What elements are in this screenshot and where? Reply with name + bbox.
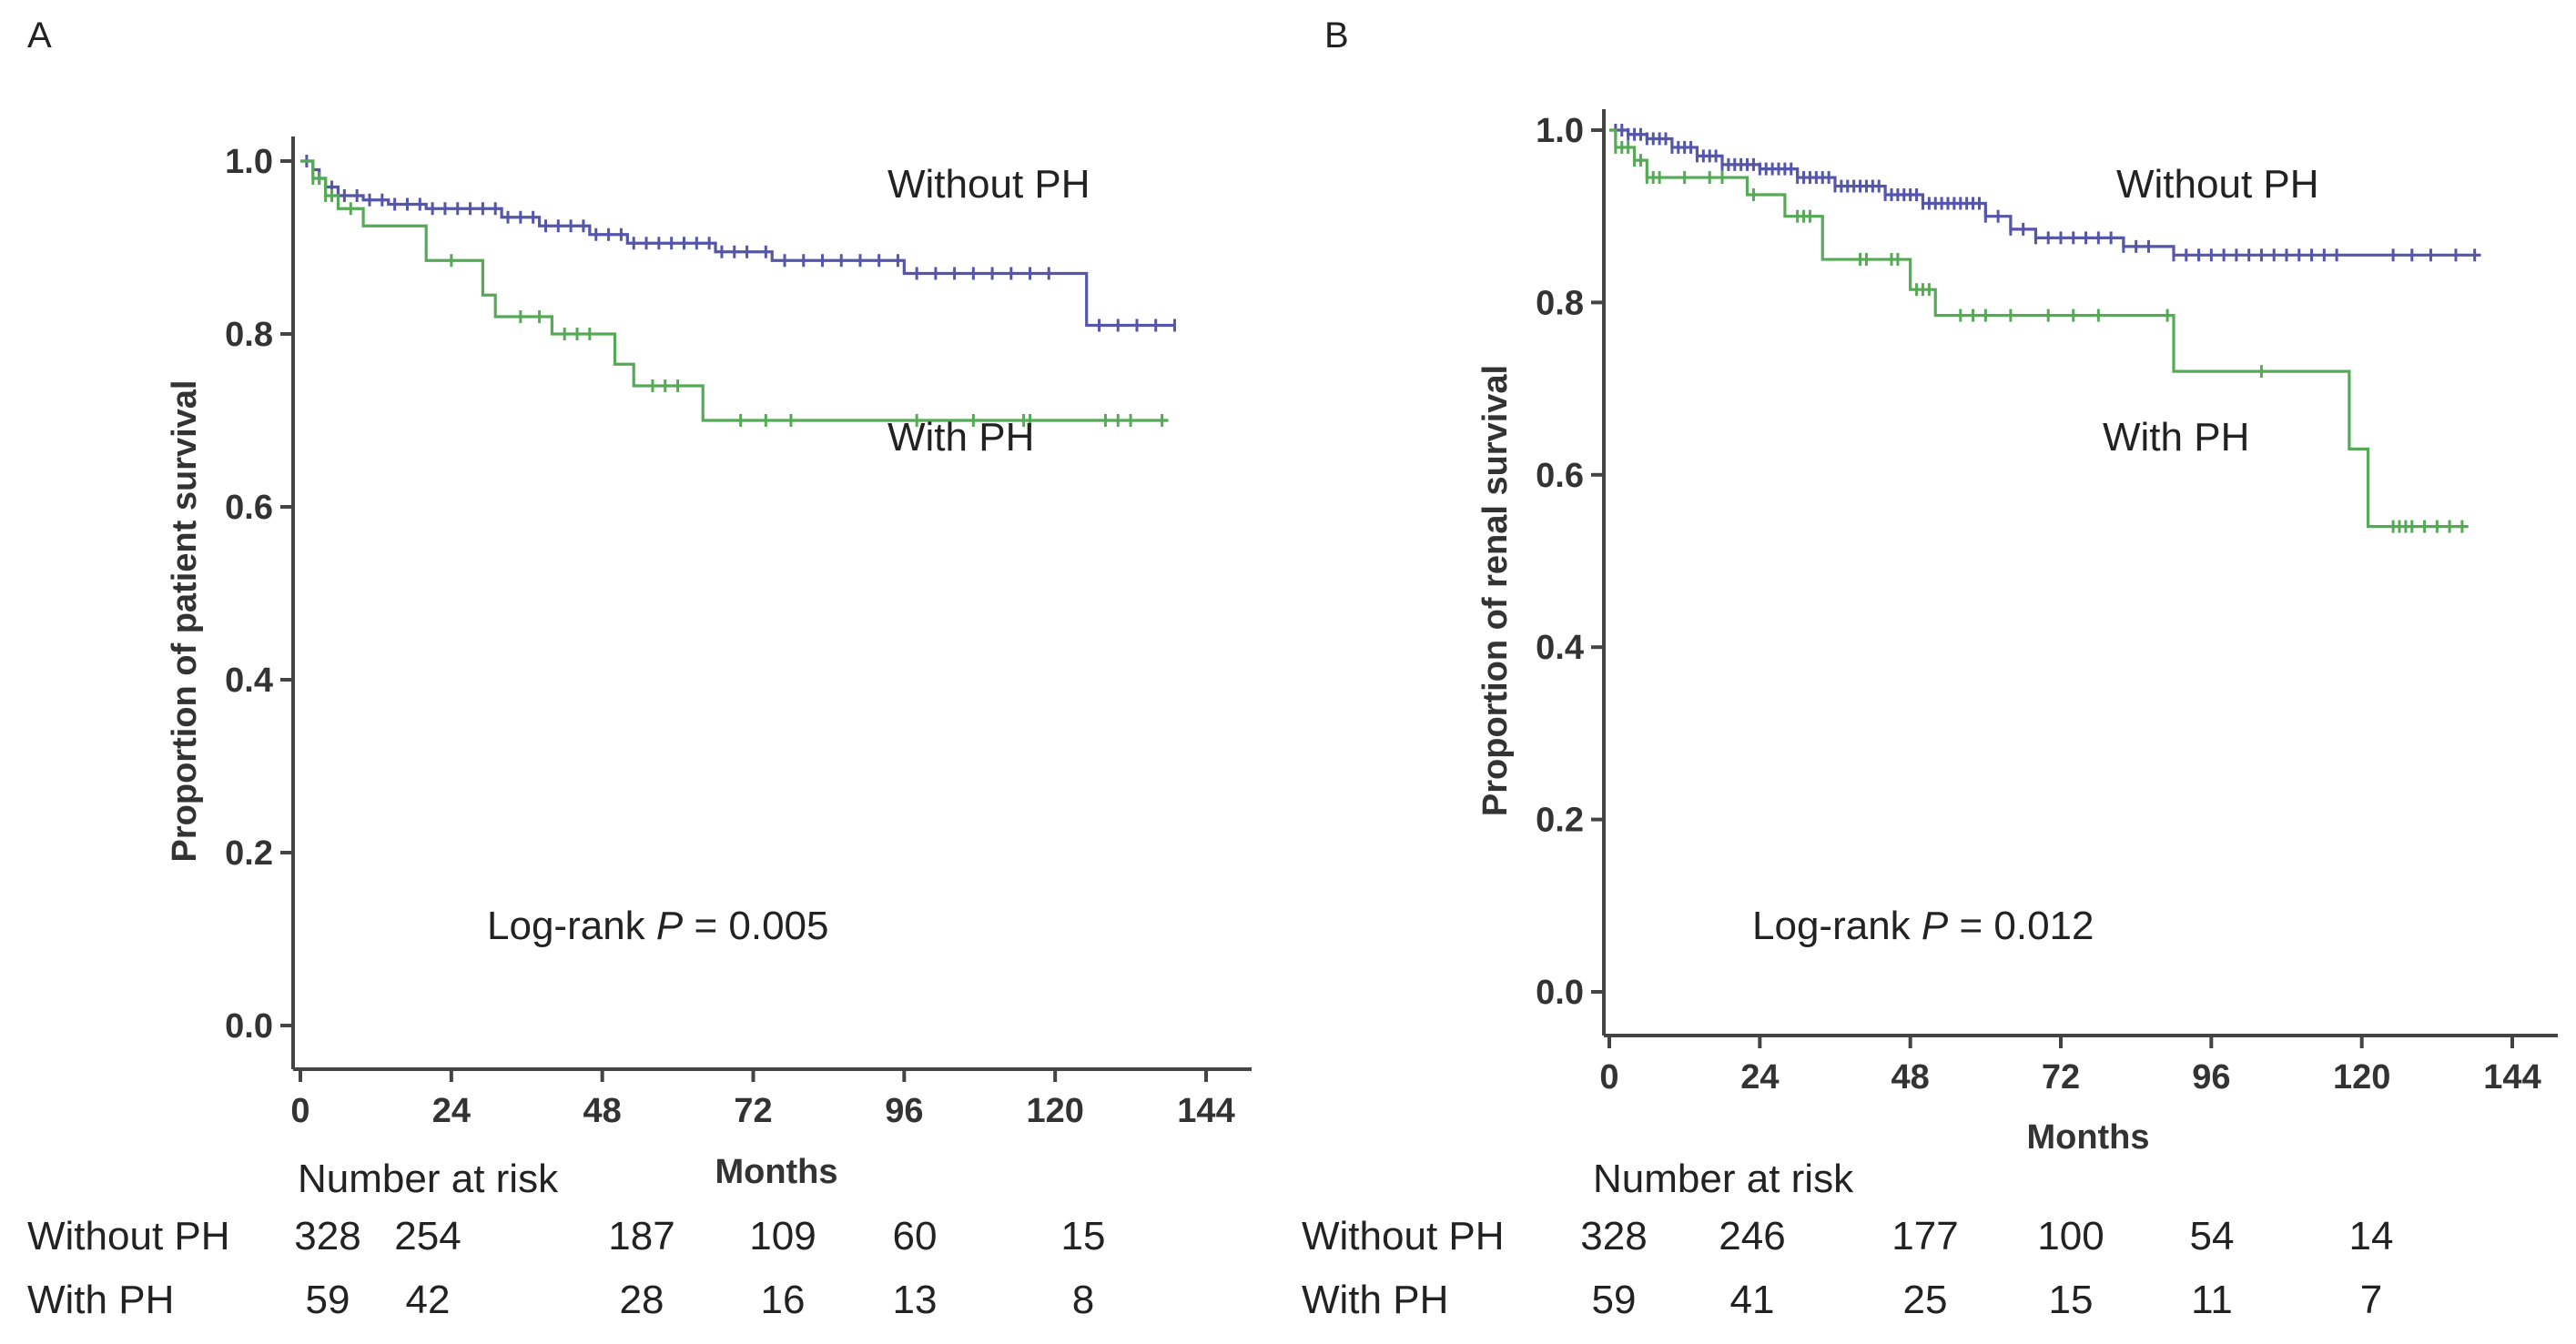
logrank-p: P	[1922, 904, 1949, 948]
risk-value: 8	[1072, 1278, 1094, 1322]
risk-value: 246	[1719, 1214, 1785, 1258]
panel-a: A 0.0 0.2 0.4 0.6 0.8 1.0 0 24 48 72 96 120 144 Months…	[27, 15, 1252, 1322]
x-tick-label: 120	[1026, 1092, 1083, 1130]
risk-value: 177	[1891, 1214, 1958, 1258]
risk-value: 14	[2349, 1214, 2394, 1258]
label-with-ph: With PH	[2103, 415, 2249, 460]
logrank-p: P	[656, 904, 684, 948]
risk-row-label: With PH	[1302, 1278, 1448, 1322]
series-with-ph	[1609, 128, 2469, 533]
risk-value: 54	[2190, 1214, 2235, 1258]
x-tick-label: 0	[290, 1092, 309, 1130]
risk-value: 16	[761, 1278, 806, 1322]
x-axis-title: Months	[2026, 1118, 2149, 1157]
logrank-value: = 0.012	[1948, 904, 2094, 948]
y-tick-label: 0.4	[225, 662, 273, 700]
risk-value: 41	[1730, 1278, 1775, 1322]
x-tick-label: 48	[583, 1092, 622, 1130]
y-axis-title: Proportion of patient survival	[166, 380, 204, 863]
logrank-value: = 0.005	[683, 904, 828, 948]
y-tick-label: 0.6	[1536, 457, 1584, 495]
risk-value: 187	[608, 1214, 674, 1258]
x-tick-label: 144	[2483, 1058, 2541, 1096]
y-axis-title: Proportion of renal survival	[1476, 365, 1515, 816]
risk-value: 59	[1592, 1278, 1637, 1322]
y-tick-label: 0.0	[225, 1007, 273, 1046]
label-without-ph: Without PH	[2116, 162, 2319, 207]
y-tick-label: 1.0	[225, 143, 273, 181]
y-tick-label: 1.0	[1536, 112, 1584, 150]
x-tick-label: 72	[2042, 1058, 2080, 1096]
y-tick-label: 0.6	[225, 489, 273, 527]
x-tick-label: 120	[2333, 1058, 2390, 1096]
risk-value: 109	[749, 1214, 816, 1258]
series-without-ph	[1609, 124, 2481, 262]
risk-value: 254	[394, 1214, 461, 1258]
risk-row-label: With PH	[27, 1278, 174, 1322]
y-tick-label: 0.0	[1536, 974, 1584, 1012]
y-tick-label: 0.4	[1536, 629, 1584, 667]
label-without-ph: Without PH	[887, 162, 1090, 207]
risk-table-title: Number at risk	[1593, 1157, 1854, 1201]
logrank-prefix: Log-rank	[487, 904, 656, 948]
risk-value: 7	[2360, 1278, 2382, 1322]
x-tick-label: 0	[1599, 1058, 1618, 1096]
risk-value: 15	[2049, 1278, 2094, 1322]
x-tick-label: 72	[734, 1092, 772, 1130]
risk-value: 13	[893, 1278, 938, 1322]
risk-table-title: Number at risk	[298, 1157, 559, 1201]
risk-value: 15	[1061, 1214, 1106, 1258]
y-tick-label: 0.8	[225, 316, 273, 354]
panel-letter: B	[1324, 15, 1349, 56]
x-tick-label: 96	[2192, 1058, 2230, 1096]
y-tick-label: 0.2	[225, 834, 273, 873]
panel-b: B 0.0 0.2 0.4 0.6 0.8 1.0 0 24 48 72 96 120 144 Months…	[1302, 15, 2558, 1322]
risk-value: 28	[620, 1278, 664, 1322]
logrank-prefix: Log-rank	[1752, 904, 1922, 948]
risk-value: 328	[1580, 1214, 1647, 1258]
risk-value: 11	[2191, 1278, 2233, 1322]
x-tick-label: 24	[1740, 1058, 1779, 1096]
x-tick-label: 48	[1891, 1058, 1930, 1096]
label-with-ph: With PH	[887, 415, 1034, 460]
risk-value: 328	[294, 1214, 360, 1258]
risk-row-label: Without PH	[1302, 1214, 1505, 1258]
risk-row-label: Without PH	[27, 1214, 230, 1258]
x-tick-label: 144	[1177, 1092, 1234, 1130]
survival-curve	[1609, 128, 2469, 529]
risk-value: 60	[893, 1214, 938, 1258]
risk-value: 25	[1903, 1278, 1948, 1322]
y-tick-label: 0.8	[1536, 284, 1584, 322]
x-tick-label: 96	[885, 1092, 923, 1130]
y-tick-label: 0.2	[1536, 802, 1584, 840]
panel-letter: A	[27, 15, 52, 56]
x-tick-label: 24	[432, 1092, 471, 1130]
logrank-annotation: Log-rank P = 0.012	[1752, 904, 2094, 948]
logrank-annotation: Log-rank P = 0.005	[487, 904, 829, 948]
risk-value: 42	[406, 1278, 451, 1322]
survival-curve	[1609, 128, 2481, 257]
series-with-ph	[300, 159, 1169, 427]
risk-value: 100	[2037, 1214, 2104, 1258]
x-axis-title: Months	[715, 1153, 837, 1191]
risk-value: 59	[306, 1278, 350, 1322]
